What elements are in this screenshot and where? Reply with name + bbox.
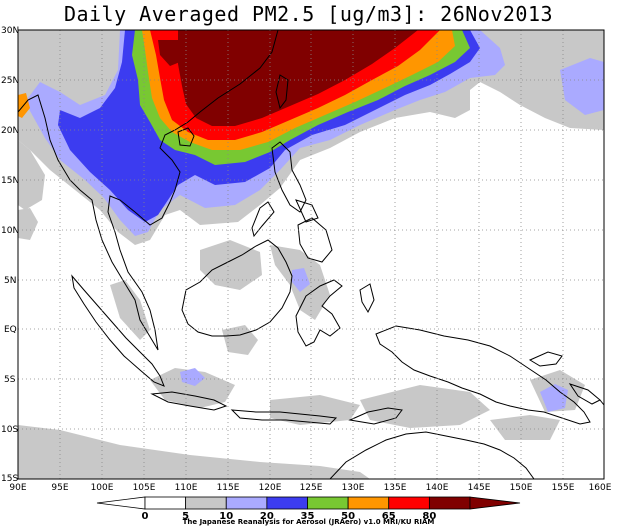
coast-australia <box>329 431 535 479</box>
gray-patch-java <box>150 368 235 408</box>
lightblue-patch-east <box>560 58 604 115</box>
gray-patch-timor <box>360 385 490 428</box>
lat-label: 25N <box>1 76 19 86</box>
coast-sumatra <box>71 274 165 387</box>
lat-label: 10N <box>1 226 19 236</box>
colorbar-swatch <box>225 496 268 510</box>
colorbar-label: 0 <box>142 511 149 522</box>
colorbar-swatch <box>307 496 349 510</box>
coast-kuril <box>599 399 604 406</box>
coast-taiwan <box>275 74 289 110</box>
coast-visayas <box>295 199 319 223</box>
lightblue-patch-java <box>180 368 205 386</box>
coast-hainan <box>177 127 195 147</box>
coast-java <box>150 391 228 411</box>
coast-mainland <box>18 30 279 351</box>
colorbar: 0 5 10 20 35 50 65 80 <box>96 496 521 522</box>
lat-label: 30N <box>1 26 19 36</box>
lat-label: 10S <box>1 425 18 435</box>
lon-label: 105E <box>133 483 156 493</box>
lat-label: 5N <box>4 276 16 286</box>
lon-label: 130E <box>342 483 365 493</box>
lightblue-patch-se <box>540 384 568 412</box>
colorbar-label: 5 <box>182 511 189 522</box>
gray-patch-south <box>18 425 370 479</box>
darkred-region <box>178 30 418 126</box>
lon-labels: 90E 95E 100E 105E 110E 115E 120E 125E 13… <box>9 483 611 493</box>
coast-lesser-sunda <box>230 409 338 425</box>
lon-label: 125E <box>300 483 323 493</box>
coastlines <box>18 30 604 479</box>
coast-solomon <box>568 383 601 405</box>
colorbar-label: 50 <box>341 511 355 522</box>
credit-text: The Japanese Reanalysis for Aerosol (JRA… <box>182 518 435 526</box>
map-title: Daily Averaged PM2.5 [ug/m3]: 26Nov2013 <box>63 2 554 26</box>
lon-label: 90E <box>9 483 26 493</box>
gray-haze-west <box>18 140 45 210</box>
lat-labels: 30N 25N 20N 15N 10N 5N EQ 5S 10S 15S <box>1 26 19 484</box>
colorbar-swatch <box>185 496 227 510</box>
colorbar-label: 20 <box>260 511 274 522</box>
gray-patch-sumatra <box>110 280 150 340</box>
coast-mindanao <box>297 217 333 263</box>
grid-lines <box>18 30 604 479</box>
colorbar-low-arrow <box>96 496 146 510</box>
lon-label: 95E <box>51 483 68 493</box>
lat-label: EQ <box>4 325 17 335</box>
gray-patch-png <box>490 415 560 440</box>
lightblue-patch-borneo <box>292 268 310 292</box>
lon-label: 120E <box>259 483 282 493</box>
coast-sulawesi <box>295 279 343 347</box>
lon-label: 155E <box>552 483 575 493</box>
lon-label: 100E <box>91 483 114 493</box>
lon-label: 160E <box>589 483 612 493</box>
lat-label: 20N <box>1 126 19 136</box>
colorbar-label: 80 <box>422 511 436 522</box>
lon-label: 150E <box>510 483 533 493</box>
colorbar-swatch <box>428 496 471 510</box>
coast-luzon <box>271 141 307 213</box>
coast-palawan <box>251 201 275 238</box>
coast-bismarck <box>528 351 563 367</box>
gray-patch-flores <box>270 395 360 425</box>
pm25-shading <box>18 30 604 479</box>
lon-label: 145E <box>468 483 491 493</box>
colorbar-swatch <box>347 496 390 510</box>
lon-label: 140E <box>426 483 449 493</box>
lon-label: 135E <box>384 483 407 493</box>
map-frame <box>17 29 605 480</box>
colorbar-high-arrow <box>469 496 521 510</box>
colorbar-swatch <box>266 496 308 510</box>
coast-halmahera <box>359 283 375 314</box>
colorbar-swatch <box>388 496 430 510</box>
lat-label: 15N <box>1 176 19 186</box>
colorbar-label: 65 <box>382 511 396 522</box>
lon-label: 115E <box>217 483 240 493</box>
colorbar-swatch <box>144 496 187 510</box>
lat-label: 15S <box>1 474 18 484</box>
coast-timor <box>348 407 403 425</box>
darkred-region-west <box>158 40 180 66</box>
lat-label: 5S <box>4 375 16 385</box>
colorbar-label: 10 <box>219 511 233 522</box>
colorbar-label: 35 <box>301 511 315 522</box>
coast-borneo <box>181 239 293 337</box>
gray-patch-west-small <box>18 208 38 240</box>
lon-label: 110E <box>175 483 198 493</box>
